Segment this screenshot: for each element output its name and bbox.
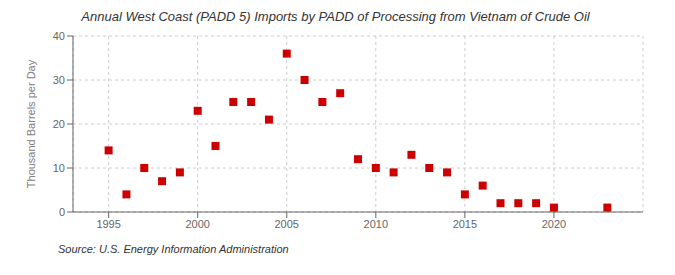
svg-text:20: 20	[53, 118, 65, 130]
svg-text:10: 10	[53, 162, 65, 174]
svg-text:1995: 1995	[96, 218, 120, 230]
html-text:Source: U.S. Energy Informatio: Source: U.S. Energy Information Administ…	[58, 243, 289, 255]
svg-text:0: 0	[59, 206, 65, 218]
svg-text:2015: 2015	[453, 218, 477, 230]
svg-text:40: 40	[53, 30, 65, 42]
svg-text:2005: 2005	[275, 218, 299, 230]
svg-text:30: 30	[53, 74, 65, 86]
svg-text:2000: 2000	[185, 218, 209, 230]
svg-text:2010: 2010	[364, 218, 388, 230]
html-text:Annual West Coast (PADD 5) Imp: Annual West Coast (PADD 5) Imports by PA…	[81, 9, 590, 24]
svg-text:2020: 2020	[542, 218, 566, 230]
svg-text:Thousand Barrels per Day: Thousand Barrels per Day	[25, 59, 37, 188]
